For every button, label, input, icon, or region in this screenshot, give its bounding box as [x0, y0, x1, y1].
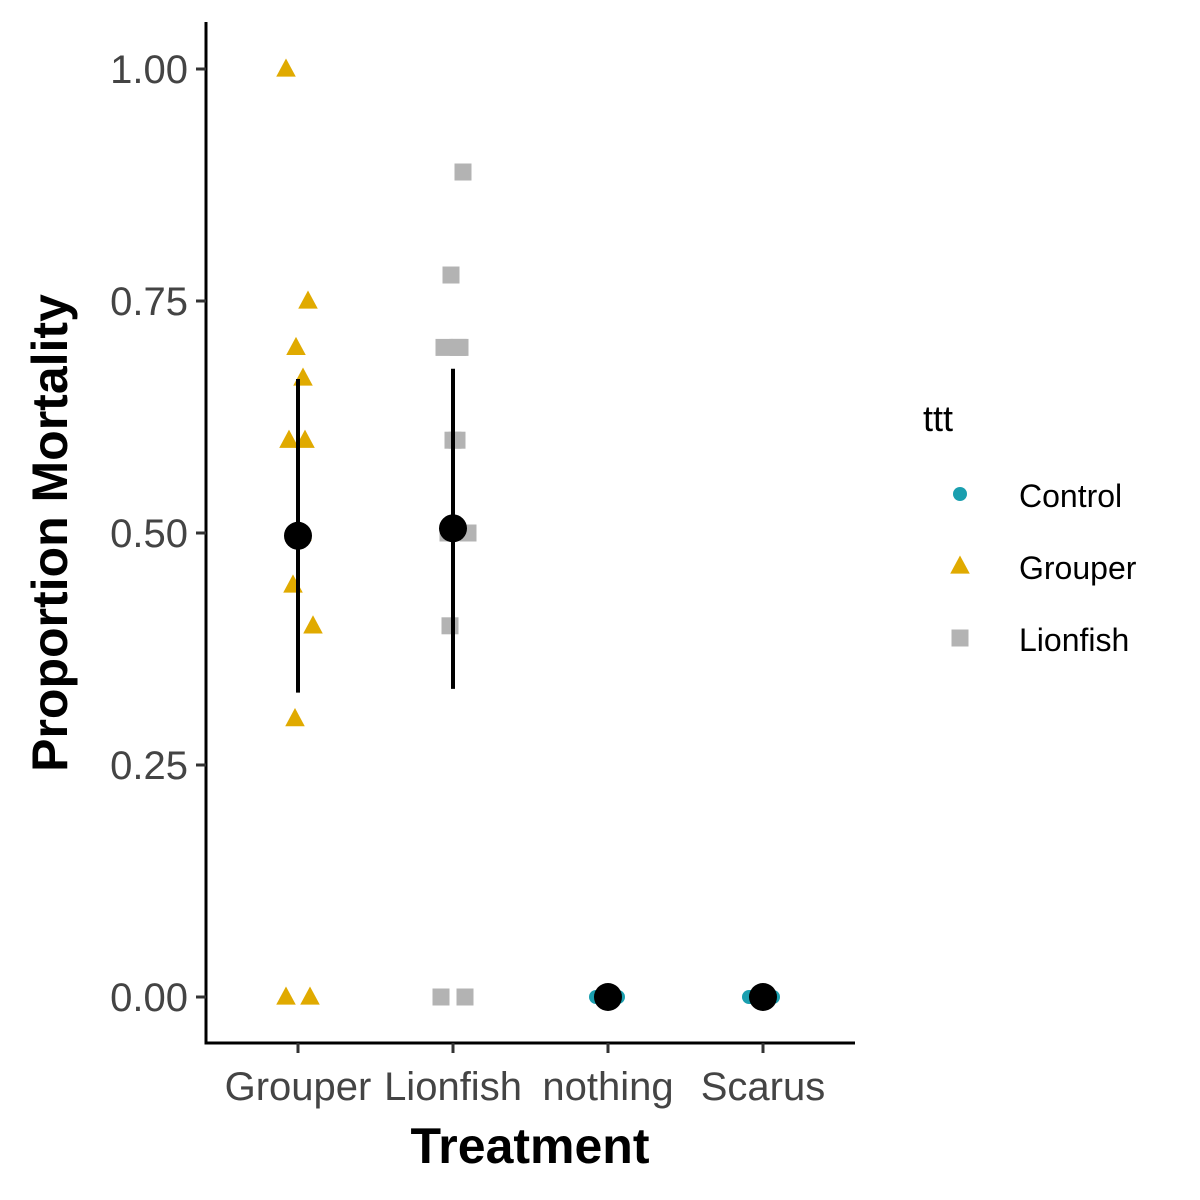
- legend-entry: Control: [953, 478, 1122, 514]
- mean-marker: [749, 983, 777, 1011]
- data-point: [298, 290, 318, 309]
- data-point: [435, 338, 453, 356]
- axes: 0.00 0.25 0.50 0.75 1.00 Grouper Lionfish nothi…: [110, 22, 855, 1109]
- x-tick-label: Scarus: [701, 1065, 826, 1109]
- data-point: [279, 429, 299, 448]
- x-tick-label: nothing: [542, 1065, 673, 1109]
- y-axis-title: Proportion Mortality: [22, 294, 78, 772]
- legend-key: [950, 555, 970, 574]
- data-point: [276, 986, 296, 1005]
- summary-markers: [284, 368, 777, 1011]
- legend-entry: Lionfish: [951, 622, 1129, 658]
- mean-marker: [594, 983, 622, 1011]
- data-point: [286, 336, 306, 356]
- legend-label: Grouper: [1019, 550, 1137, 586]
- data-point: [432, 988, 450, 1006]
- y-tick-label: 0.50: [110, 512, 188, 556]
- data-point: [285, 708, 305, 727]
- data-point: [276, 58, 296, 77]
- data-point: [303, 615, 323, 634]
- data-point: [300, 986, 320, 1005]
- legend: ttt Control Grouper Lionfish: [923, 398, 1137, 658]
- data-point: [451, 338, 469, 356]
- y-tick-label: 0.75: [110, 280, 188, 324]
- data-point: [441, 617, 459, 635]
- data-point: [456, 988, 474, 1006]
- legend-key: [951, 629, 969, 647]
- legend-entry: Grouper: [950, 550, 1137, 586]
- data-point: [454, 163, 472, 181]
- mean-marker: [284, 521, 312, 550]
- legend-key: [953, 487, 967, 501]
- data-points: [276, 58, 780, 1006]
- mean-marker: [439, 514, 467, 543]
- data-point: [295, 429, 315, 448]
- y-tick-label: 0.00: [110, 976, 188, 1020]
- y-tick-label: 0.25: [110, 744, 188, 788]
- x-tick-label: Grouper: [225, 1065, 372, 1109]
- x-axis-title: Treatment: [411, 1118, 650, 1174]
- x-tick-label: Lionfish: [384, 1065, 522, 1109]
- legend-label: Lionfish: [1019, 622, 1129, 658]
- data-point: [442, 266, 460, 284]
- legend-title: ttt: [923, 398, 953, 439]
- y-tick-label: 1.00: [110, 48, 188, 92]
- legend-label: Control: [1019, 478, 1122, 514]
